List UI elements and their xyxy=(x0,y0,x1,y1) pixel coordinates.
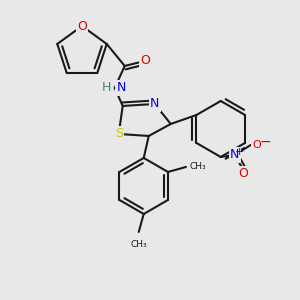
Text: N: N xyxy=(117,82,126,94)
Text: −: − xyxy=(260,135,272,149)
Text: CH₃: CH₃ xyxy=(130,240,147,249)
Text: +: + xyxy=(235,147,244,157)
Text: O: O xyxy=(238,167,248,181)
Text: CH₃: CH₃ xyxy=(190,163,207,172)
Text: O: O xyxy=(77,20,87,32)
Text: N: N xyxy=(230,148,239,161)
Text: O: O xyxy=(140,55,150,68)
Text: N: N xyxy=(150,98,159,110)
Text: O: O xyxy=(252,140,261,150)
Text: H: H xyxy=(101,82,111,94)
Text: S: S xyxy=(115,128,123,140)
